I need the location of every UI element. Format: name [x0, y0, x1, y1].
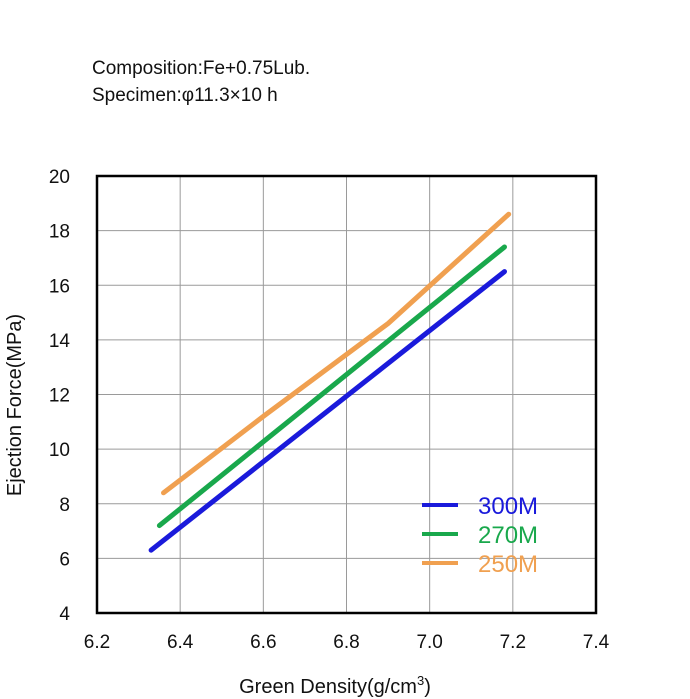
y-tick-label: 14 [49, 331, 71, 352]
x-tick-label: 6.6 [250, 632, 276, 653]
y-tick-label: 6 [59, 549, 70, 570]
y-tick-label: 20 [49, 167, 70, 188]
specimen-note: Specimen:φ11.3×10 h [92, 85, 278, 106]
x-axis-label-main: Green Density(g/cm [239, 676, 417, 698]
grid-lines [97, 176, 596, 613]
y-tick-label: 8 [59, 495, 70, 516]
x-tick-label: 7.0 [416, 632, 442, 653]
x-tick-labels: 6.2 6.4 6.6 6.8 7.0 7.2 7.4 [84, 632, 610, 653]
y-tick-label: 12 [49, 386, 70, 407]
legend-label-270M: 270M [478, 522, 538, 549]
plot-frame [95, 174, 598, 615]
y-tick-label: 16 [49, 276, 70, 297]
legend-label-250M: 250M [478, 551, 538, 578]
x-tick-label: 7.4 [583, 632, 610, 653]
x-axis-label: Green Density(g/cm3) [239, 673, 431, 698]
y-tick-label: 4 [59, 604, 70, 625]
series-line-270M [156, 244, 507, 529]
y-axis-label: Ejection Force(MPa) [4, 314, 26, 496]
series-line-300M [148, 269, 507, 553]
legend-label-300M: 300M [478, 493, 538, 520]
x-axis-label-sup: 3 [417, 673, 424, 688]
x-tick-label: 7.2 [500, 632, 526, 653]
x-tick-label: 6.4 [167, 632, 194, 653]
x-axis-label-close: ) [424, 676, 431, 698]
series-line-250M [161, 211, 512, 496]
x-tick-label: 6.2 [84, 632, 110, 653]
y-tick-label: 18 [49, 222, 70, 243]
y-tick-label: 10 [49, 440, 70, 461]
x-tick-label: 6.8 [333, 632, 359, 653]
series-lines [148, 211, 512, 553]
composition-note: Composition:Fe+0.75Lub. [92, 58, 311, 79]
y-tick-labels: 4 6 8 10 12 14 16 18 20 [49, 167, 71, 625]
